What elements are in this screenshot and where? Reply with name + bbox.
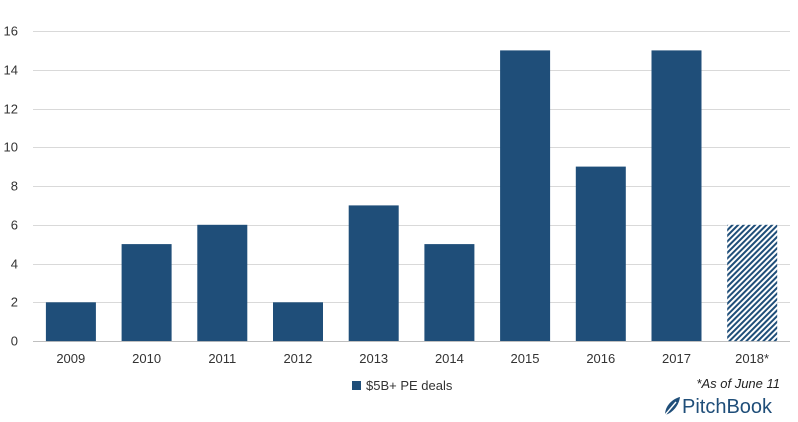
x-tick-label: 2012 [283, 351, 312, 366]
x-tick-label: 2018* [735, 351, 769, 366]
y-tick-label: 14 [4, 63, 18, 78]
bar [424, 244, 475, 341]
legend-swatch [352, 381, 361, 390]
y-tick-label: 0 [11, 334, 18, 349]
y-tick-label: 2 [11, 295, 18, 310]
x-tick-label: 2013 [359, 351, 388, 366]
pitchbook-leaf-icon [664, 397, 680, 416]
brand-name: PitchBook [682, 396, 773, 418]
x-tick-label: 2017 [662, 351, 691, 366]
bar [651, 50, 702, 342]
bar [273, 302, 323, 342]
bar [121, 244, 172, 341]
y-axis-ticks: 0 2 4 6 8 10 12 14 16 [4, 24, 18, 349]
bar [500, 50, 551, 342]
bar [197, 224, 248, 342]
pitchbook-logo: PitchBook [664, 396, 773, 418]
x-tick-label: 2009 [56, 351, 85, 366]
y-tick-label: 6 [11, 218, 18, 233]
y-tick-label: 12 [4, 102, 18, 117]
y-tick-label: 10 [4, 140, 18, 155]
y-tick-label: 4 [11, 257, 18, 272]
x-tick-label: 2011 [208, 351, 236, 366]
bar [45, 302, 96, 342]
x-tick-label: 2014 [435, 351, 464, 366]
x-tick-label: 2015 [511, 351, 540, 366]
x-axis-ticks: 2009 2010 2011 2012 2013 2014 2015 2016 2017 2018… [56, 351, 769, 366]
legend-label: $5B+ PE deals [366, 378, 453, 393]
bars [45, 50, 778, 342]
y-tick-label: 16 [4, 24, 18, 39]
legend: $5B+ PE deals [352, 378, 453, 393]
bar [348, 205, 399, 341]
y-tick-label: 8 [11, 179, 18, 194]
bar [575, 166, 626, 341]
x-tick-label: 2016 [586, 351, 615, 366]
footnote: *As of June 11 [696, 376, 780, 391]
x-tick-label: 2010 [132, 351, 161, 366]
bar-partial-year [727, 224, 778, 342]
